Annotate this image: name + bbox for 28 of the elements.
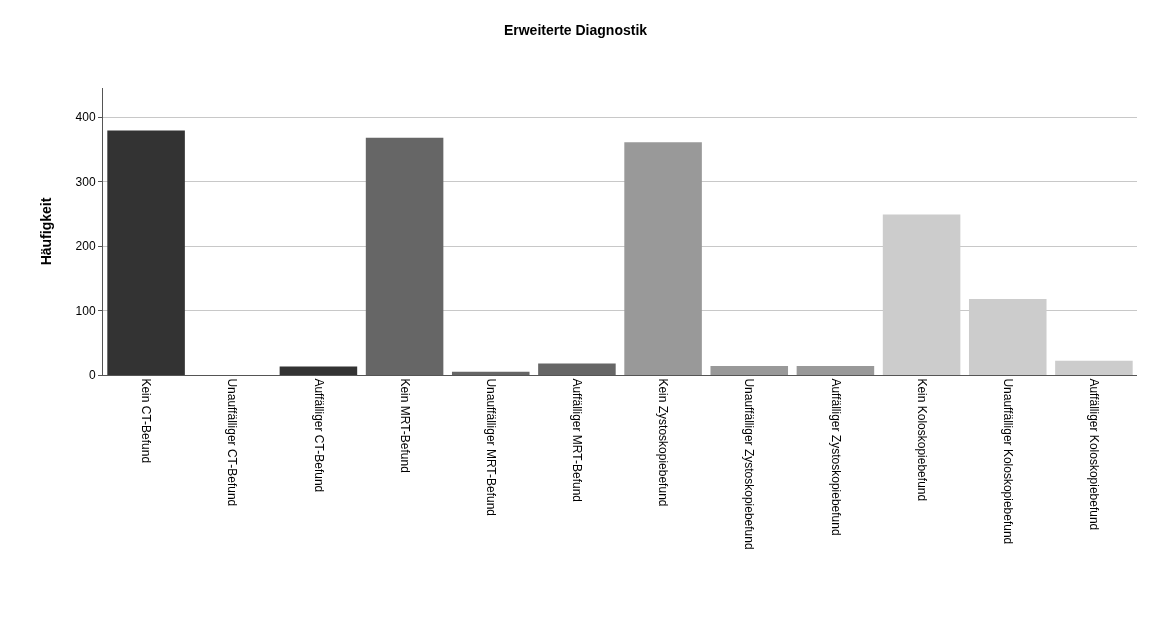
y-axis-title: Häufigkeit <box>38 197 55 266</box>
x-tick-label: Kein MRT-Befund <box>397 378 412 473</box>
bar <box>796 365 875 375</box>
x-tick-label: Unauffälliger CT-Befund <box>225 378 240 507</box>
y-tick-label: 400 <box>75 110 96 125</box>
bar <box>624 142 702 375</box>
bar <box>538 363 616 375</box>
x-tick-label: Unauffälliger Koloskopiebefund <box>1000 378 1015 545</box>
x-tick-label: Auffälliger Koloskopiebefund <box>1087 378 1102 531</box>
y-tick-label: 300 <box>75 174 96 189</box>
chart-title: Erweiterte Diagnostik <box>503 21 648 38</box>
x-tick-label: Auffälliger CT-Befund <box>311 378 326 493</box>
bar <box>107 130 185 375</box>
x-tick-label: Unauffälliger Zystoskopiebefund <box>742 378 757 550</box>
bar <box>279 366 358 375</box>
y-tick-label: 100 <box>75 303 96 318</box>
x-tick-label: Auffälliger Zystoskopiebefund <box>828 378 843 536</box>
y-tick-label: 0 <box>88 368 96 383</box>
x-tick-label: Kein CT-Befund <box>139 378 154 464</box>
bar <box>365 137 444 375</box>
x-tick-label: Kein Zystoskopiebefund <box>656 378 671 507</box>
y-tick-label: 200 <box>75 239 96 254</box>
x-tick-label: Unauffälliger MRT-Befund <box>483 378 498 517</box>
x-tick-label: Kein Koloskopiebefund <box>914 378 929 502</box>
bar <box>1055 360 1133 375</box>
bar <box>451 371 530 375</box>
bar <box>710 365 789 375</box>
x-tick-label: Auffälliger MRT-Befund <box>570 378 585 503</box>
